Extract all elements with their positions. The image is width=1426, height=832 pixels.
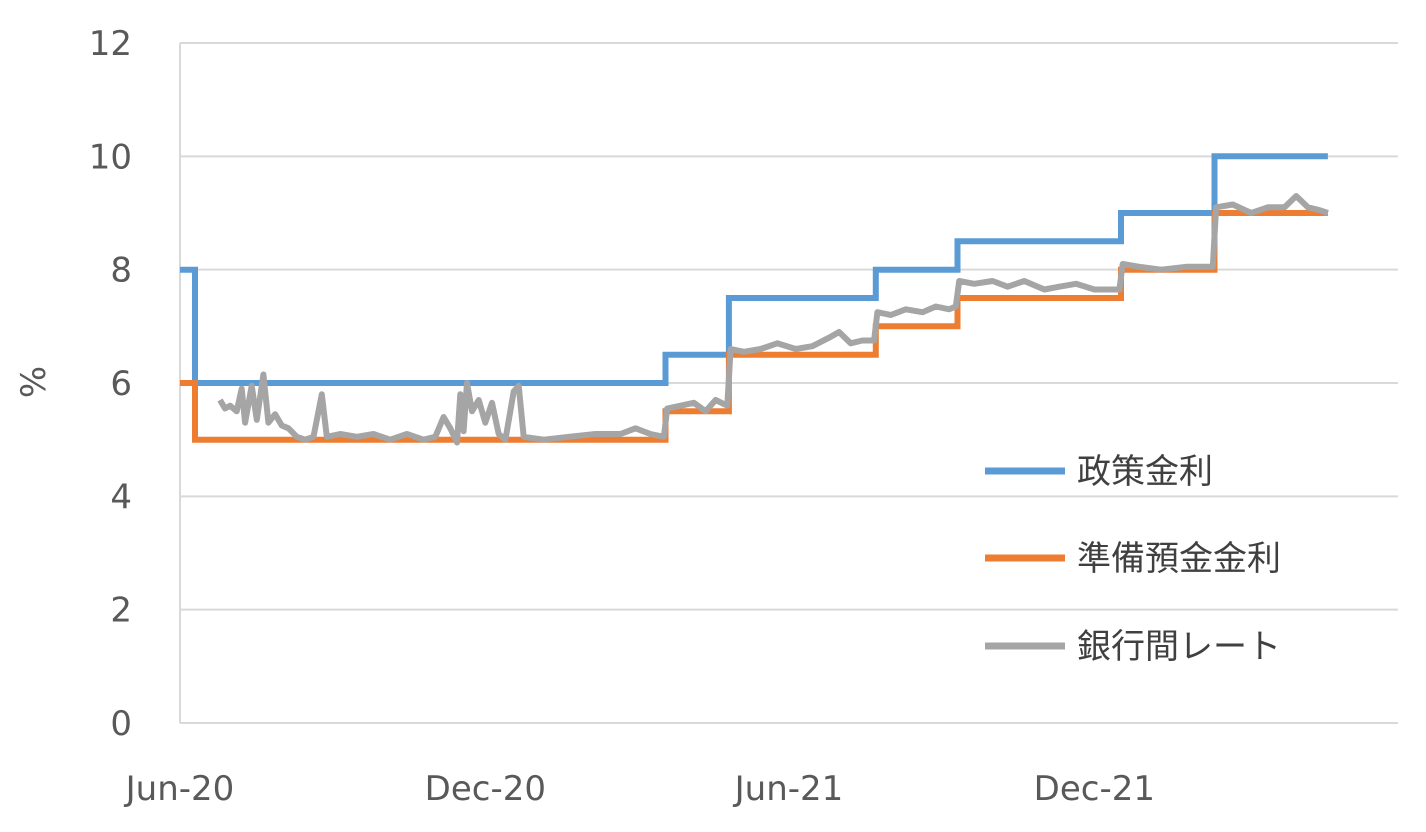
x-tick-label: Dec-20 (425, 769, 546, 809)
series-group (180, 153, 1329, 446)
x-tick-label: Jun-20 (124, 769, 235, 809)
series-line-1 (180, 210, 1328, 443)
y-tick-label: 6 (110, 364, 132, 404)
y-axis: 0 2 4 6 8 10 12 (89, 24, 181, 744)
y-tick-label: 10 (89, 137, 132, 177)
legend-label-1: 準備預金金利 (1077, 539, 1281, 579)
y-tick-label: 8 (110, 251, 132, 291)
x-tick-label: Dec-21 (1034, 769, 1155, 809)
legend-label-0: 政策金利 (1077, 452, 1213, 492)
series-line-2 (217, 193, 1329, 446)
legend-label-2: 銀行間レート (1077, 627, 1281, 667)
x-axis: Jun-20 Dec-20 Jun-21 Dec-21 (124, 769, 1155, 809)
y-tick-label: 12 (89, 24, 132, 64)
y-tick-label: 0 (110, 704, 132, 744)
x-tick-label: Jun-21 (733, 769, 844, 809)
series-line-0 (180, 153, 1328, 386)
y-tick-label: 2 (110, 591, 132, 631)
y-tick-label: 4 (110, 477, 132, 517)
y-axis-title: % (14, 366, 54, 398)
